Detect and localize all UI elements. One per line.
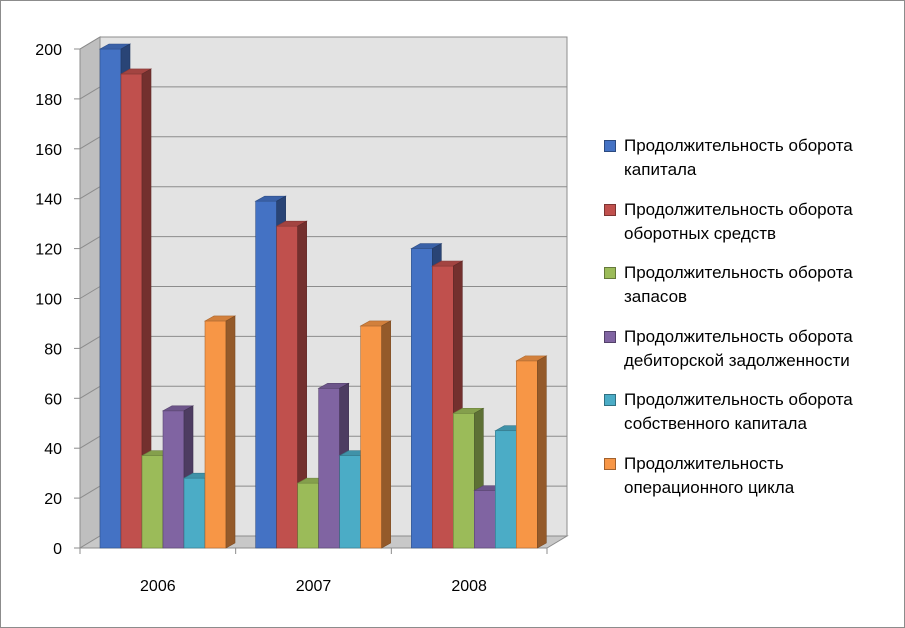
y-tick-label: 60 — [44, 391, 62, 408]
y-tick-label: 140 — [35, 192, 62, 209]
bar-front — [495, 430, 517, 549]
legend-swatch — [604, 457, 616, 470]
gridline-diag — [79, 335, 101, 349]
legend-swatch — [604, 267, 616, 279]
y-tick-label: 200 — [35, 42, 62, 59]
x-axis-ticks: 2006 2007 2008 — [79, 548, 548, 595]
bars — [98, 43, 548, 549]
bar-front — [516, 360, 538, 549]
bar-side — [537, 355, 547, 549]
bar — [275, 220, 308, 549]
bar-front — [432, 265, 454, 549]
gridline-diag — [79, 36, 101, 50]
legend-label: Продолжительность оборота оборотных сред… — [624, 199, 853, 243]
bar — [203, 315, 237, 549]
y-tick-label: 80 — [44, 341, 62, 358]
y-tick-label: 120 — [35, 242, 62, 259]
bar-front — [183, 477, 206, 549]
gridline-diag — [79, 236, 101, 250]
bar-front — [360, 325, 382, 549]
y-tick-label: 180 — [35, 92, 62, 109]
gridline-diag — [79, 136, 101, 150]
y-tick-label: 20 — [44, 491, 62, 508]
legend-item: Продолжительность оборота запасов — [604, 261, 899, 325]
bar-side — [225, 315, 236, 549]
gridline-diag — [79, 435, 101, 449]
y-tick-label: 160 — [35, 142, 62, 159]
legend-swatch — [604, 203, 616, 216]
legend-item: Продолжительность операционного цикла — [604, 452, 899, 516]
y-axis-ticks: 0 20 40 60 80 100 120 140 160 180 200 — [35, 42, 80, 558]
legend-label: Продолжительность операционного цикла — [624, 453, 795, 497]
legend-label: Продолжительность оборота капитала — [624, 136, 853, 179]
legend-item: Продолжительность оборота дебиторской за… — [604, 325, 899, 389]
gridline-diag — [79, 385, 101, 399]
legend-item: Продолжительность оборота капитала — [604, 134, 899, 198]
legend: Продолжительность оборота капитала Продо… — [604, 134, 899, 515]
x-tick-label: 2008 — [451, 578, 487, 595]
y-tick-label: 0 — [53, 541, 62, 558]
x-tick-label: 2006 — [140, 578, 176, 595]
bar-front — [255, 200, 277, 549]
x-tick-label: 2007 — [296, 578, 332, 595]
bar-front — [276, 225, 298, 549]
legend-label: Продолжительность оборота запасов — [624, 263, 853, 306]
bar-front — [162, 410, 185, 549]
bar-front — [339, 455, 361, 549]
gridline-diag — [79, 186, 101, 200]
gridline-diag — [79, 86, 101, 100]
bar-front — [318, 388, 340, 549]
y-tick-label: 40 — [44, 441, 62, 458]
legend-swatch — [604, 140, 616, 152]
bar-front — [204, 320, 227, 549]
bar — [359, 320, 392, 549]
bar-front — [411, 248, 433, 549]
bar — [515, 355, 548, 549]
legend-label: Продолжительность оборота дебиторской за… — [624, 326, 853, 370]
bar-front — [474, 490, 496, 549]
legend-item: Продолжительность оборота собственного к… — [604, 388, 899, 452]
legend-label: Продолжительность оборота собственного к… — [624, 390, 853, 433]
bar-front — [297, 482, 319, 549]
bar-front — [99, 48, 122, 549]
bar-front — [453, 412, 475, 549]
gridline-diag — [79, 485, 101, 499]
legend-swatch — [604, 330, 616, 343]
bar-front — [120, 73, 143, 549]
bar-side — [381, 320, 391, 549]
legend-swatch — [604, 394, 616, 406]
legend-item: Продолжительность оборота оборотных сред… — [604, 198, 899, 262]
gridline-diag — [79, 286, 101, 299]
y-tick-label: 100 — [35, 292, 62, 309]
bar — [119, 68, 153, 549]
bar-front — [141, 455, 164, 549]
